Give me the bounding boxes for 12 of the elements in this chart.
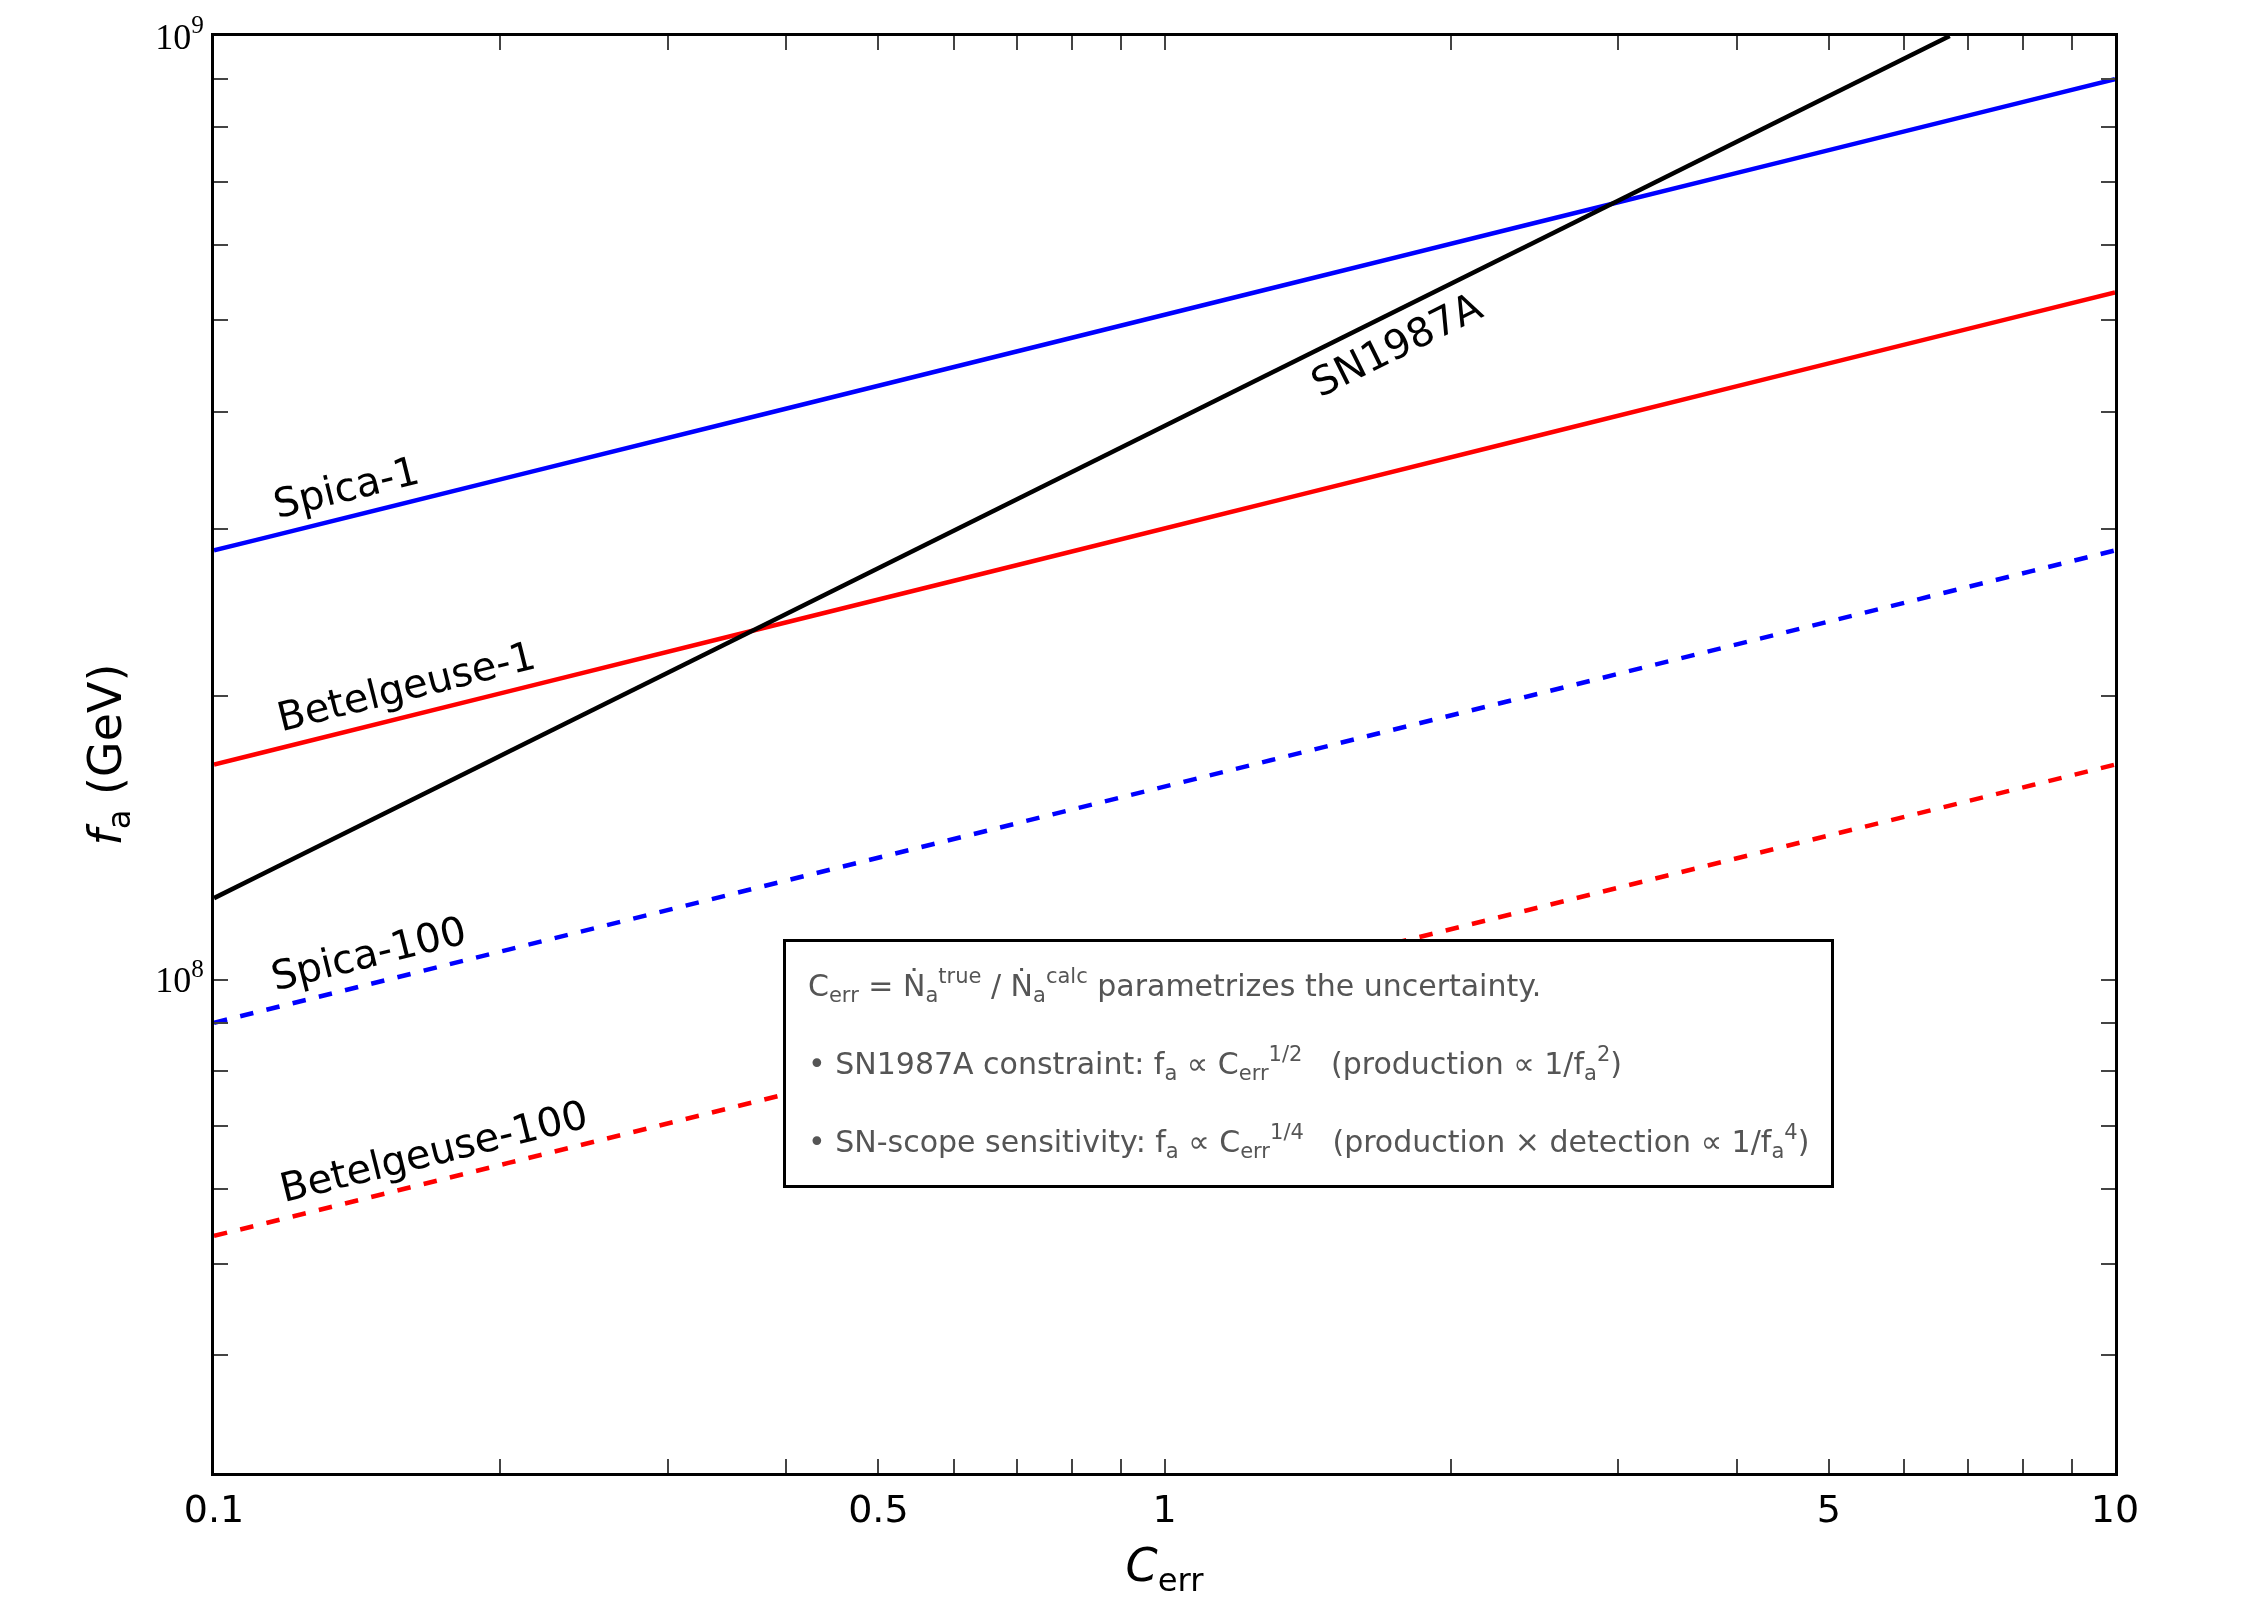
x-tick-label: 0.1 [183, 1486, 245, 1531]
x-axis-title: C$_{err}$ [1125, 1538, 1205, 1599]
text: • SN1987A constraint: f$_{a}$ ∝ C$_{err}$$^{1/2}$ (production ∝ 1/f$_{a}$$^{2}$) [808, 1042, 1623, 1085]
x-tick-label: 10 [2090, 1486, 2140, 1531]
text: • SN-scope sensitivity: f$_{a}$ ∝ C$_{err}$$^{1/4}$ (production × detection ∝ 1/f$_{a}$$^{4}$) [808, 1120, 1810, 1163]
y-tick-label: 10$^{8}$ [155, 955, 204, 1001]
y-tick-label: 10$^{9}$ [155, 11, 204, 57]
x-tick-label: 5 [1816, 1486, 1841, 1531]
x-tick-label: 1 [1152, 1486, 1177, 1531]
text: Spica-1 [268, 446, 424, 528]
x-tick-label: 0.5 [848, 1486, 909, 1531]
text: C$_{err}$ = Ṅ$_{a}$$^{true}$ / Ṅ$_{a}$$^{calc}$ parametrizes the uncertainty. [808, 964, 1542, 1007]
